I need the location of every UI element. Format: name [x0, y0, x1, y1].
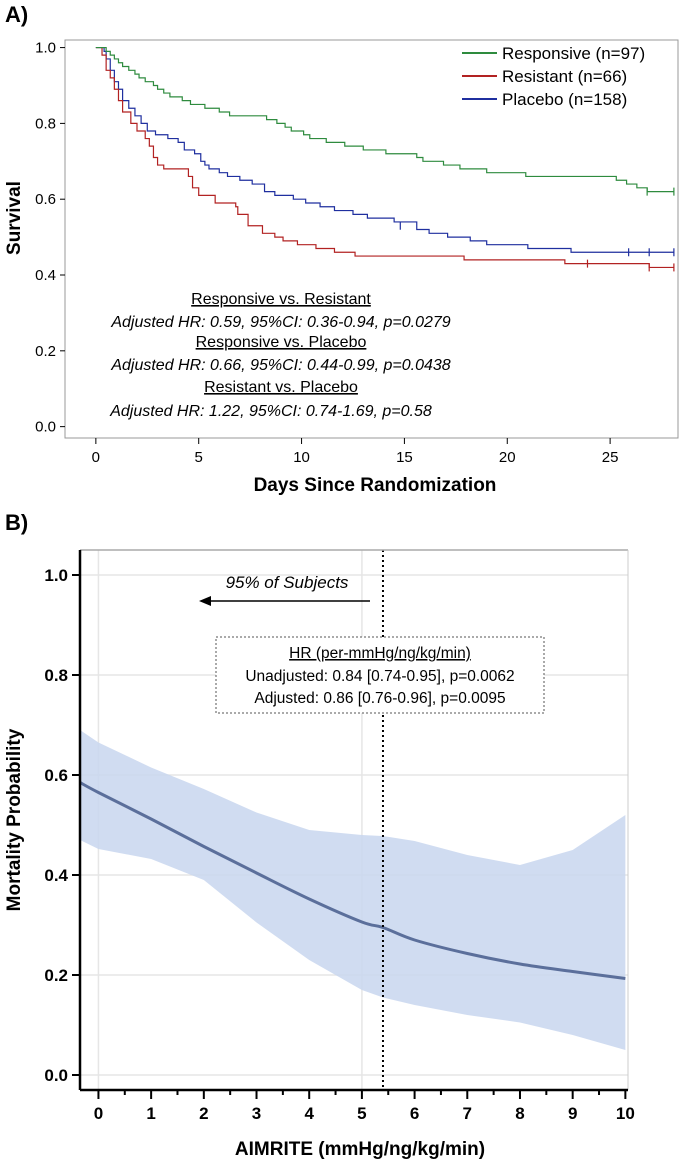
x-tick-label: 5: [357, 1104, 366, 1123]
y-tick-label: 0.0: [44, 1066, 68, 1085]
hr-heading-resistant-vs-placebo: Resistant vs. Placebo: [204, 379, 358, 396]
legend-label-resistant: Resistant (n=66): [502, 67, 627, 86]
km-curve-placebo: [95, 46, 674, 253]
mortality-x-axis: 0 1 2 3 4 5 6 7 8 9 10: [94, 1090, 635, 1123]
km-curve-responsive: [95, 46, 674, 193]
x-tick-label: 1: [146, 1104, 155, 1123]
y-tick-label: 0.2: [35, 343, 56, 360]
x-tick-label: 25: [602, 449, 619, 466]
survival-y-axis-title: Survival: [4, 181, 25, 255]
hr-box-unadjusted: Unadjusted: 0.84 [0.74-0.95], p=0.0062: [245, 668, 514, 685]
hr-box-frame: [215, 636, 545, 714]
x-tick-label: 20: [499, 449, 516, 466]
mortality-curve: [79, 781, 626, 980]
y-tick-label: 0.6: [44, 766, 68, 785]
subjects-label: 95% of Subjects: [226, 573, 349, 592]
y-tick-label: 0.0: [35, 419, 56, 436]
hr-box-heading: HR (per-mmHg/ng/kg/min): [289, 645, 471, 662]
y-tick-label: 0.4: [44, 866, 68, 885]
survival-series: [95, 46, 674, 269]
hr-heading-responsive-vs-placebo: Responsive vs. Placebo: [196, 334, 367, 351]
survival-y-axis: 0.0 0.2 0.4 0.6 0.8 1.0: [35, 40, 65, 436]
y-tick-label: 0.6: [35, 191, 56, 208]
arrow-left-icon: [199, 596, 211, 606]
hr-value-responsive-vs-placebo: Adjusted HR: 0.66, 95%CI: 0.44-0.99, p=0…: [110, 357, 450, 374]
censor-marks: [399, 187, 675, 272]
y-tick-label: 0.4: [35, 267, 56, 284]
confidence-band: [80, 730, 626, 1050]
y-tick-label: 1.0: [44, 566, 68, 585]
hr-box-adjusted: Adjusted: 0.86 [0.76-0.96], p=0.0095: [254, 690, 505, 707]
hr-value-resistant-vs-placebo: Adjusted HR: 1.22, 95%CI: 0.74-1.69, p=0…: [109, 403, 432, 420]
x-tick-label: 0: [92, 449, 100, 466]
hr-annotations: Responsive vs. Resistant Adjusted HR: 0.…: [109, 291, 451, 420]
panel-b-label: B): [5, 510, 28, 535]
survival-plot-frame: [64, 39, 679, 439]
x-tick-label: 8: [515, 1104, 524, 1123]
legend-label-placebo: Placebo (n=158): [502, 90, 627, 109]
hr-box: HR (per-mmHg/ng/kg/min) Unadjusted: 0.84…: [215, 636, 545, 714]
x-tick-label: 2: [199, 1104, 208, 1123]
x-tick-label: 10: [293, 449, 310, 466]
x-tick-label: 10: [616, 1104, 635, 1123]
mortality-y-axis-title: Mortality Probability: [4, 728, 25, 911]
survival-chart: 0.0 0.2 0.4 0.6 0.8 1.0 0 5 10 15 20 25 Responsive…: [4, 39, 679, 496]
y-tick-label: 0.8: [44, 666, 68, 685]
legend-label-responsive: Responsive (n=97): [502, 44, 645, 63]
x-tick-label: 3: [252, 1104, 261, 1123]
x-tick-label: 7: [463, 1104, 472, 1123]
x-tick-label: 4: [304, 1104, 314, 1123]
subjects-arrow-annotation: 95% of Subjects: [199, 573, 370, 606]
mortality-x-axis-title: AIMRITE (mmHg/ng/kg/min): [235, 1139, 485, 1160]
km-curve-resistant: [95, 46, 674, 269]
x-tick-label: 9: [568, 1104, 577, 1123]
panel-a-label: A): [5, 2, 28, 27]
y-tick-label: 0.2: [44, 966, 68, 985]
y-tick-label: 1.0: [35, 40, 56, 57]
mortality-y-axis: 0.0 0.2 0.4 0.6 0.8 1.0: [44, 566, 80, 1085]
survival-legend: Responsive (n=97) Resistant (n=66) Place…: [462, 44, 645, 109]
x-tick-label: 15: [396, 449, 413, 466]
x-tick-label: 6: [410, 1104, 419, 1123]
survival-x-axis-title: Days Since Randomization: [254, 475, 497, 496]
hr-value-responsive-vs-resistant: Adjusted HR: 0.59, 95%CI: 0.36-0.94, p=0…: [110, 314, 450, 331]
x-tick-label: 0: [94, 1104, 103, 1123]
hr-heading-responsive-vs-resistant: Responsive vs. Resistant: [191, 291, 371, 308]
y-tick-label: 0.8: [35, 115, 56, 132]
survival-x-axis: 0 5 10 15 20 25: [92, 438, 619, 466]
mortality-chart: 0.0 0.2 0.4 0.6 0.8 1.0 0 1 2 3 4 5 6 7 8 9 10 95% of S…: [4, 549, 635, 1160]
x-tick-label: 5: [195, 449, 203, 466]
